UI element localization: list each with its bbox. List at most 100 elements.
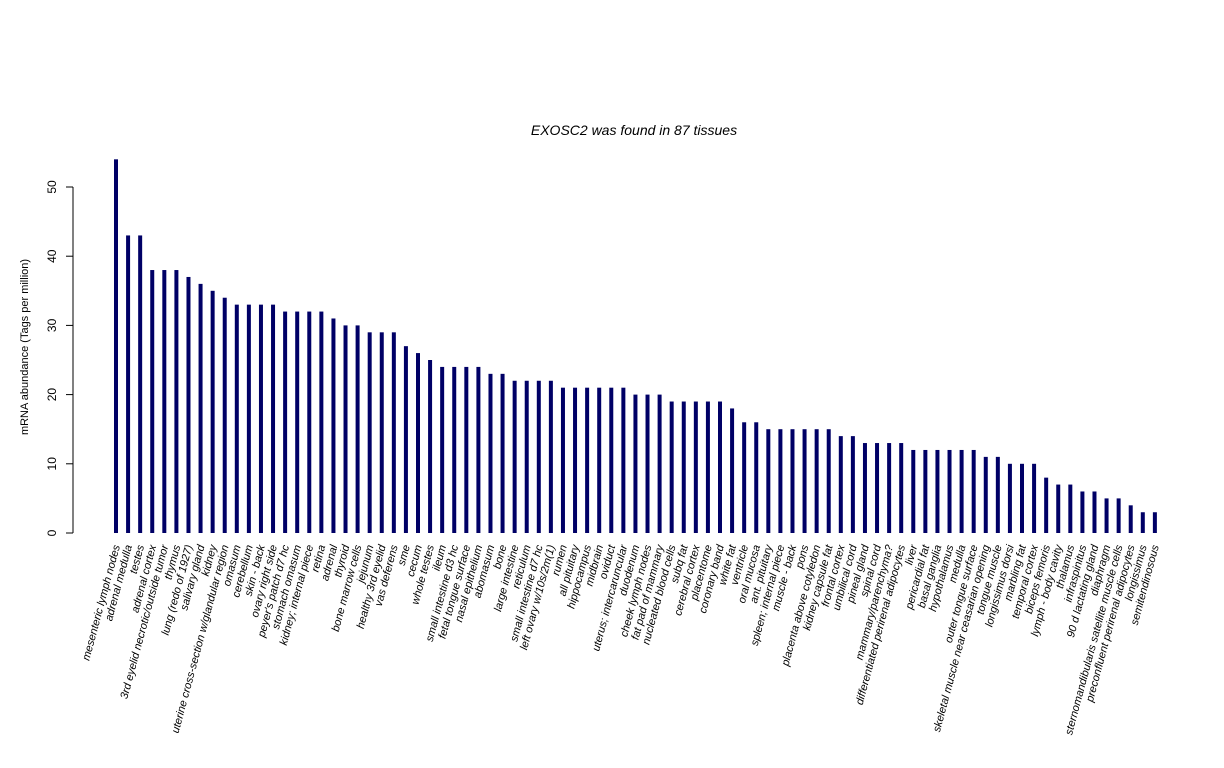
- bar: [742, 422, 747, 533]
- bar: [500, 373, 505, 533]
- bar: [126, 235, 131, 533]
- bar: [234, 304, 239, 533]
- bar: [162, 270, 167, 533]
- y-tick-label: 20: [45, 388, 59, 402]
- bar: [645, 394, 650, 533]
- bar: [899, 443, 904, 533]
- bar: [826, 429, 831, 533]
- chart-title: EXOSC2 was found in 87 tissues: [531, 122, 737, 138]
- bar: [343, 325, 348, 533]
- bar: [983, 456, 988, 533]
- bar: [875, 443, 880, 533]
- y-tick-label: 10: [45, 457, 59, 471]
- bar: [536, 380, 541, 533]
- bar: [573, 387, 578, 533]
- bar: [1044, 477, 1049, 533]
- bar: [1140, 512, 1145, 533]
- bar: [391, 332, 396, 533]
- y-tick-label: 50: [45, 180, 59, 194]
- bar: [959, 449, 964, 533]
- bar: [319, 311, 324, 533]
- bar: [246, 304, 251, 533]
- bar: [814, 429, 819, 533]
- bar: [947, 449, 952, 533]
- bar: [174, 270, 179, 533]
- bar: [681, 401, 686, 533]
- bar: [210, 290, 215, 533]
- bar: [766, 429, 771, 533]
- bar: [838, 436, 843, 533]
- y-axis: 0 10 20 30 40 50: [45, 180, 74, 536]
- bar: [512, 380, 517, 533]
- bar: [862, 443, 867, 533]
- bar: [1128, 505, 1133, 533]
- bar: [790, 429, 795, 533]
- bar: [331, 318, 336, 533]
- bar: [1092, 491, 1097, 533]
- x-tick-label: liver: [903, 542, 920, 566]
- bar: [452, 366, 457, 533]
- bar: [669, 401, 674, 533]
- bar: [295, 311, 300, 533]
- bar: [355, 325, 360, 533]
- bar: [307, 311, 312, 533]
- bar: [995, 456, 1000, 533]
- bar: [560, 387, 565, 533]
- bar: [1116, 498, 1121, 533]
- y-tick-label: 40: [45, 249, 59, 263]
- bar: [597, 387, 602, 533]
- bar: [754, 422, 759, 533]
- bar: [283, 311, 288, 533]
- bar: [548, 380, 553, 533]
- bar: [198, 283, 203, 533]
- bar: [633, 394, 638, 533]
- bar: [1032, 463, 1037, 533]
- bar: [428, 360, 433, 533]
- bar: [440, 366, 445, 533]
- bar: [693, 401, 698, 533]
- bar: [1020, 463, 1024, 533]
- bar: [1152, 512, 1157, 533]
- bar: [802, 429, 807, 533]
- bar: [1068, 484, 1073, 533]
- bar: [705, 401, 710, 533]
- bar: [186, 276, 191, 533]
- bar: [850, 436, 855, 533]
- y-tick-label: 30: [45, 318, 59, 332]
- bar: [476, 366, 481, 533]
- bar: [150, 270, 155, 533]
- bar: [585, 387, 590, 533]
- bar: [935, 449, 940, 533]
- bar: [403, 346, 408, 533]
- y-tick-label: 0: [45, 529, 59, 536]
- bar: [271, 304, 276, 533]
- bar: [222, 297, 227, 533]
- bar: [887, 443, 892, 533]
- bar: [971, 449, 976, 533]
- bar: [138, 235, 143, 533]
- bar: [464, 366, 469, 533]
- bar: [730, 408, 735, 533]
- bar: [416, 353, 420, 533]
- bar: [258, 304, 263, 533]
- bar: [379, 332, 384, 533]
- bar: [778, 429, 783, 533]
- bars: [114, 159, 1157, 533]
- bar: [657, 394, 662, 533]
- bar: [367, 332, 372, 533]
- x-tick-label: sme: [396, 544, 413, 567]
- bar: [609, 387, 614, 533]
- bar: [114, 159, 118, 533]
- bar: [1104, 498, 1109, 533]
- bar: [1080, 491, 1085, 533]
- bar: [923, 449, 928, 533]
- bar: [911, 449, 916, 533]
- bar: [718, 401, 722, 533]
- bar: [488, 373, 493, 533]
- bar: [524, 380, 529, 533]
- y-axis-label: mRNA abundance (Tags per million): [19, 259, 31, 435]
- bar: [1007, 463, 1012, 533]
- bar: [1056, 484, 1061, 533]
